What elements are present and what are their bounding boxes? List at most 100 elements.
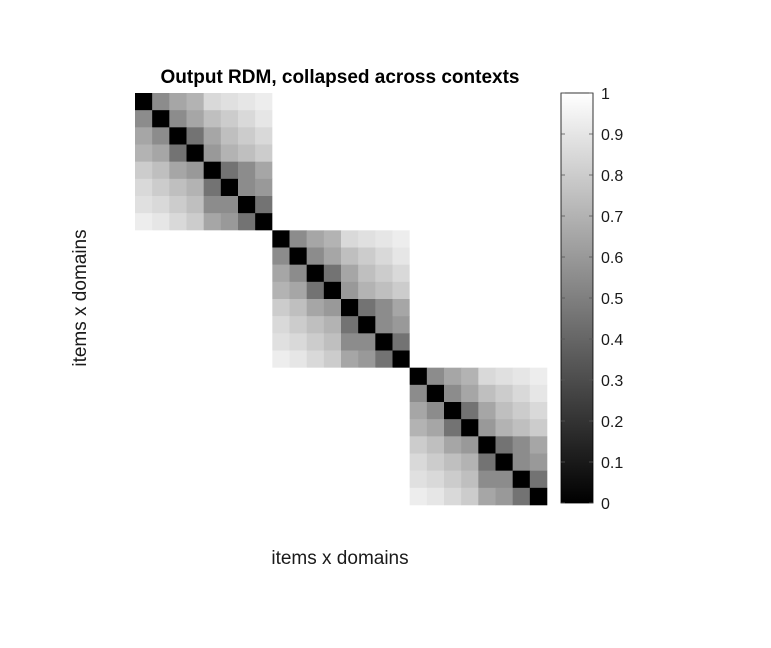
heatmap-cell [220,453,239,471]
heatmap-cell [135,316,153,334]
heatmap [135,93,548,506]
heatmap-cell [289,110,307,128]
heatmap-cell [203,178,222,197]
heatmap-cell [478,487,496,506]
heatmap-cell [341,110,359,128]
heatmap-cell [135,402,153,420]
colorbar-tick-label: 0.7 [601,209,623,226]
heatmap-cell [409,178,428,197]
heatmap-cell [341,264,359,283]
heatmap-cell [426,213,445,231]
heatmap-cell [186,316,204,334]
heatmap-cell [478,93,496,111]
heatmap-cell [135,333,153,351]
heatmap-cell [512,453,531,471]
heatmap-cell [495,247,513,265]
heatmap-cell [478,230,496,248]
heatmap-cell [358,316,376,334]
heatmap-cell [512,333,531,351]
heatmap-cell [238,247,256,265]
heatmap-cell [289,93,307,111]
heatmap-cell [409,316,428,334]
heatmap-cell [529,436,548,454]
heatmap-cell [272,384,290,403]
heatmap-cell [203,367,222,386]
heatmap-cell [152,230,170,248]
heatmap-cell [203,264,222,283]
heatmap-cell [461,93,479,111]
heatmap-cell [341,333,359,351]
heatmap-cell [495,419,513,437]
heatmap-cell [238,196,256,214]
heatmap-cell [375,196,393,214]
heatmap-cell [289,178,307,197]
heatmap-cell [461,333,479,351]
heatmap-cell [255,213,273,231]
heatmap-cell [255,178,273,197]
heatmap-cell [169,247,187,265]
heatmap-cell [203,384,222,403]
heatmap-cell [375,299,393,317]
heatmap-cell [152,213,170,231]
heatmap-cell [375,436,393,454]
heatmap-cell [238,281,256,300]
heatmap-cell [152,144,170,162]
heatmap-cell [272,264,290,283]
heatmap-cell [375,247,393,265]
heatmap-cell [512,299,531,317]
heatmap-cell [375,93,393,111]
heatmap-cell [289,127,307,145]
heatmap-cell [478,213,496,231]
colorbar-tick-label: 0 [601,496,610,513]
heatmap-cell [203,487,222,506]
heatmap-cell [341,316,359,334]
heatmap-cell [238,213,256,231]
heatmap-cell [272,419,290,437]
heatmap-cell [306,247,325,265]
heatmap-cell [444,436,462,454]
heatmap-cell [461,384,479,403]
heatmap-cell [323,299,342,317]
heatmap-cell [203,453,222,471]
heatmap-cell [409,144,428,162]
heatmap-cell [323,350,342,368]
heatmap-cell [238,110,256,128]
heatmap-cell [152,350,170,368]
heatmap-cell [169,316,187,334]
heatmap-cell [444,247,462,265]
heatmap-cell [409,264,428,283]
colorbar-tick-label: 0.1 [601,455,623,472]
heatmap-cell [392,487,410,506]
heatmap-cell [341,196,359,214]
heatmap-cell [186,453,204,471]
heatmap-cell [323,110,342,128]
heatmap-cell [135,213,153,231]
heatmap-cell [495,161,513,180]
heatmap-cell [323,161,342,180]
heatmap-cell [461,367,479,386]
heatmap-cell [409,299,428,317]
heatmap-cell [203,316,222,334]
heatmap-cell [444,350,462,368]
heatmap-cell [186,161,204,180]
heatmap-cell [426,230,445,248]
heatmap-cell [289,470,307,489]
heatmap-cell [358,213,376,231]
heatmap-cell [478,316,496,334]
heatmap-cell [444,402,462,420]
heatmap-cell [495,436,513,454]
heatmap-cell [444,230,462,248]
heatmap-cell [358,350,376,368]
heatmap-cell [289,402,307,420]
heatmap-cell [238,264,256,283]
heatmap-cell [461,161,479,180]
heatmap-cell [392,436,410,454]
heatmap-cell [409,281,428,300]
heatmap-cell [426,316,445,334]
heatmap-cell [495,299,513,317]
heatmap-cell [426,196,445,214]
heatmap-cell [272,487,290,506]
heatmap-cell [306,161,325,180]
heatmap-cell [152,127,170,145]
heatmap-cell [409,470,428,489]
